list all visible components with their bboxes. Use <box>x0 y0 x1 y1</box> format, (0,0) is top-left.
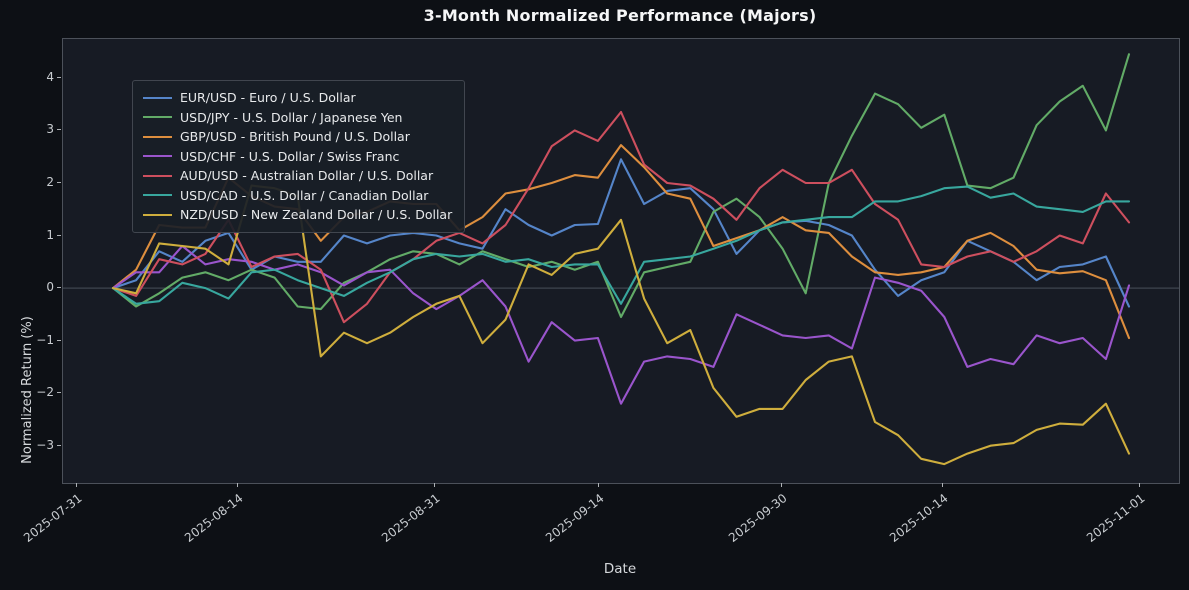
y-tick-mark <box>57 129 61 130</box>
legend-row: USD/JPY - U.S. Dollar / Japanese Yen <box>143 108 452 128</box>
series-line-usdcad <box>111 185 1131 305</box>
x-tick-mark <box>76 483 77 487</box>
legend-row: USD/CAD - U.S. Dollar / Canadian Dollar <box>143 186 452 206</box>
legend-line-swatch <box>143 155 172 158</box>
legend-line-swatch <box>143 213 172 216</box>
legend-label: AUD/USD - Australian Dollar / U.S. Dolla… <box>180 168 434 184</box>
y-tick-mark <box>57 445 61 446</box>
y-tick-label: −2 <box>36 385 54 399</box>
legend-label: USD/CHF - U.S. Dollar / Swiss Franc <box>180 148 400 164</box>
y-tick-label: 4 <box>46 70 54 84</box>
plot-area: EUR/USD - Euro / U.S. Dollar USD/JPY - U.… <box>62 38 1180 484</box>
legend-label: USD/JPY - U.S. Dollar / Japanese Yen <box>180 109 403 125</box>
legend-line-swatch <box>143 116 172 119</box>
x-tick-mark <box>237 483 238 487</box>
chart-title: 3-Month Normalized Performance (Majors) <box>423 6 817 25</box>
x-tick-label: 2025-09-14 <box>543 491 607 545</box>
legend-row: NZD/USD - New Zealand Dollar / U.S. Doll… <box>143 205 452 225</box>
legend-label: GBP/USD - British Pound / U.S. Dollar <box>180 129 410 145</box>
y-tick-mark <box>57 340 61 341</box>
y-tick-mark <box>57 235 61 236</box>
y-tick-mark <box>57 287 61 288</box>
legend-line-swatch <box>143 96 172 99</box>
legend-label: NZD/USD - New Zealand Dollar / U.S. Doll… <box>180 207 453 223</box>
legend-line-swatch <box>143 174 172 177</box>
series-line-eurusd <box>111 158 1131 308</box>
x-tick-mark <box>942 483 943 487</box>
legend-line-swatch <box>143 135 172 138</box>
x-tick-mark <box>434 483 435 487</box>
series-line-usdjpy <box>111 53 1131 319</box>
legend-row: USD/CHF - U.S. Dollar / Swiss Franc <box>143 147 452 167</box>
y-tick-label: 0 <box>46 280 54 294</box>
y-tick-mark <box>57 77 61 78</box>
chart-legend: EUR/USD - Euro / U.S. Dollar USD/JPY - U.… <box>132 80 466 233</box>
series-line-audusd <box>111 110 1131 324</box>
y-tick-label: 3 <box>46 122 54 136</box>
legend-line-swatch <box>143 194 172 197</box>
x-tick-label: 2025-09-30 <box>726 491 790 545</box>
x-tick-mark <box>781 483 782 487</box>
x-tick-label: 2025-11-01 <box>1084 491 1148 545</box>
legend-label: EUR/USD - Euro / U.S. Dollar <box>180 90 356 106</box>
y-tick-label: 1 <box>46 228 54 242</box>
x-tick-label: 2025-08-14 <box>182 491 246 545</box>
x-axis-label: Date <box>603 561 637 577</box>
legend-row: EUR/USD - Euro / U.S. Dollar <box>143 88 452 108</box>
x-tick-mark <box>1139 483 1140 487</box>
y-tick-label: 2 <box>46 175 54 189</box>
y-tick-mark <box>57 182 61 183</box>
legend-row: AUD/USD - Australian Dollar / U.S. Dolla… <box>143 166 452 186</box>
x-tick-label: 2025-08-31 <box>379 491 443 545</box>
legend-label: USD/CAD - U.S. Dollar / Canadian Dollar <box>180 187 429 203</box>
y-tick-mark <box>57 392 61 393</box>
y-tick-label: −1 <box>36 333 54 347</box>
series-line-usdchf <box>111 244 1131 405</box>
y-tick-label: −3 <box>36 438 54 452</box>
x-tick-label: 2025-10-14 <box>887 491 951 545</box>
legend-row: GBP/USD - British Pound / U.S. Dollar <box>143 127 452 147</box>
x-tick-mark <box>598 483 599 487</box>
